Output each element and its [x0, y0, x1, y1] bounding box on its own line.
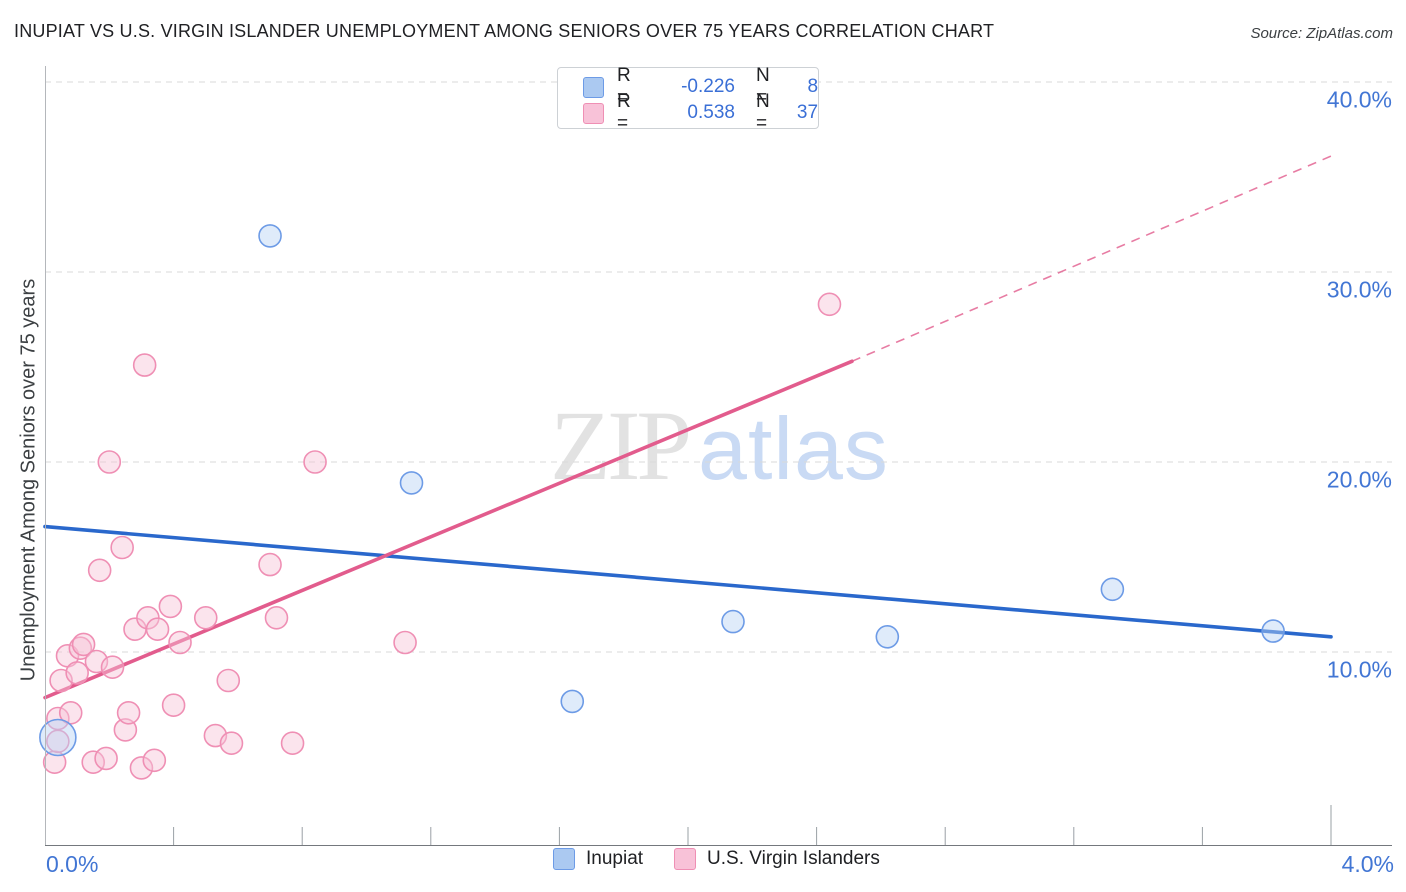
x-tick-label-min: 0.0%	[46, 851, 99, 877]
data-point-virgin_islanders[interactable]	[132, 353, 157, 377]
x-axis-line	[45, 845, 1392, 846]
y-tick-label-30: 30.0%	[1326, 276, 1392, 303]
legend-item-label: Inupiat	[586, 848, 644, 869]
data-point-virgin_islanders[interactable]	[817, 292, 842, 317]
data-point-virgin_islanders[interactable]	[68, 636, 93, 661]
data-point-inupiat[interactable]	[1261, 619, 1285, 643]
series-legend: Inupiat U.S. Virgin Islanders	[553, 848, 880, 870]
y-axis-line	[45, 66, 46, 846]
data-point-virgin_islanders[interactable]	[280, 731, 305, 756]
data-point-virgin_islanders[interactable]	[161, 693, 186, 718]
y-tick-label-40: 40.0%	[1326, 86, 1392, 113]
data-point-virgin_islanders[interactable]	[303, 450, 327, 474]
x-tick-label-max: 4.0%	[1341, 851, 1394, 877]
n-value-inupiat: 8	[807, 76, 819, 97]
r-label: R =	[617, 65, 631, 108]
virgin-islanders-swatch	[583, 102, 604, 124]
data-point-virgin_islanders[interactable]	[258, 552, 282, 577]
legend-row-inupiat: R = -0.226 N = 8	[558, 65, 819, 108]
trend-line-virgin_islanders	[43, 359, 854, 700]
data-point-inupiat[interactable]	[1100, 577, 1125, 602]
y-tick-label-20: 20.0%	[1326, 466, 1392, 493]
data-point-virgin_islanders[interactable]	[158, 594, 183, 619]
data-point-virgin_islanders[interactable]	[97, 450, 122, 474]
data-point-virgin_islanders[interactable]	[116, 700, 141, 725]
data-point-virgin_islanders[interactable]	[46, 706, 70, 731]
data-point-inupiat[interactable]	[39, 718, 77, 757]
data-point-inupiat[interactable]	[721, 609, 745, 634]
data-point-virgin_islanders[interactable]	[219, 731, 244, 756]
legend-item-virgin-islanders[interactable]: U.S. Virgin Islanders	[674, 848, 880, 870]
data-point-inupiat[interactable]	[560, 689, 585, 714]
data-point-virgin_islanders[interactable]	[129, 756, 154, 780]
n-value-virgin-islanders: 37	[796, 102, 819, 123]
legend-item-inupiat[interactable]: Inupiat	[553, 848, 643, 870]
data-point-virgin_islanders[interactable]	[264, 605, 289, 630]
r-value-virgin-islanders: 0.538	[687, 102, 735, 123]
data-point-virgin_islanders[interactable]	[65, 661, 89, 685]
correlation-legend-box: R = -0.226 N = 8 R = 0.538 N = 37	[557, 65, 819, 134]
data-point-virgin_islanders[interactable]	[113, 718, 138, 742]
n-label: N =	[755, 91, 770, 134]
y-tick-label-10: 10.0%	[1326, 656, 1392, 683]
virgin-islanders-swatch	[674, 848, 697, 870]
data-point-virgin_islanders[interactable]	[81, 750, 106, 775]
r-label: R =	[617, 91, 631, 134]
source-attribution: Source: ZipAtlas.com	[1250, 25, 1393, 42]
inupiat-swatch	[583, 76, 604, 98]
data-point-inupiat[interactable]	[875, 624, 900, 649]
data-point-virgin_islanders[interactable]	[193, 605, 218, 630]
data-point-virgin_islanders[interactable]	[94, 746, 118, 771]
data-point-inupiat[interactable]	[258, 224, 282, 248]
page-title: INUPIAT VS U.S. VIRGIN ISLANDER UNEMPLOY…	[14, 21, 995, 41]
watermark-atlas: atlas	[698, 399, 889, 498]
legend-row-virgin-islanders: R = 0.538 N = 37	[558, 91, 819, 134]
legend-item-label: U.S. Virgin Islanders	[707, 848, 880, 869]
trend-line-inupiat	[43, 524, 1333, 639]
data-point-virgin_islanders[interactable]	[168, 630, 192, 655]
data-point-virgin_islanders[interactable]	[142, 748, 167, 773]
data-point-inupiat[interactable]	[399, 471, 424, 495]
trend-line-extension-virgin_islanders	[851, 155, 1332, 363]
data-point-virgin_islanders[interactable]	[100, 655, 125, 680]
data-point-virgin_islanders[interactable]	[87, 558, 112, 583]
data-point-virgin_islanders[interactable]	[393, 630, 417, 655]
data-point-virgin_islanders[interactable]	[145, 617, 170, 642]
data-point-virgin_islanders[interactable]	[110, 535, 134, 560]
n-label: N =	[755, 65, 770, 108]
r-value-inupiat: -0.226	[681, 76, 735, 97]
inupiat-swatch	[553, 848, 575, 870]
data-point-virgin_islanders[interactable]	[216, 668, 241, 693]
data-point-virgin_islanders[interactable]	[71, 632, 96, 657]
